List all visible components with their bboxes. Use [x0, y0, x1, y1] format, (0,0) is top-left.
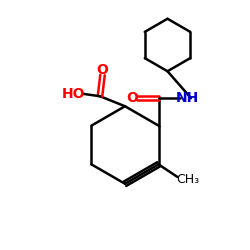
- Text: O: O: [126, 91, 138, 105]
- Text: HO: HO: [62, 87, 86, 101]
- Text: NH: NH: [176, 91, 200, 105]
- Text: O: O: [96, 62, 108, 76]
- Text: CH₃: CH₃: [176, 174, 199, 186]
